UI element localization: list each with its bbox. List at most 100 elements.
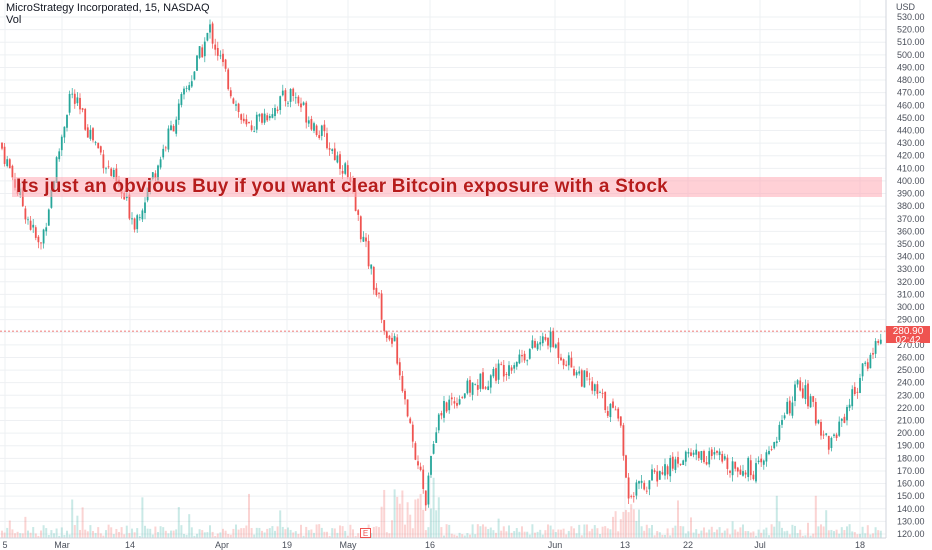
candle-body — [560, 357, 562, 361]
candle-body — [612, 401, 614, 408]
volume-bar — [710, 526, 713, 538]
candle-body — [812, 396, 815, 402]
candle-body — [261, 113, 263, 123]
candle-body — [50, 189, 53, 208]
volume-bar — [73, 525, 76, 538]
candle-body — [588, 378, 591, 380]
chart-title: MicroStrategy Incorporated, 15, NASDAQ — [6, 2, 210, 14]
volume-bar — [40, 530, 42, 538]
candle-body — [508, 365, 510, 376]
candle-body — [279, 96, 282, 110]
volume-bar — [159, 526, 162, 538]
candle-body — [372, 266, 375, 290]
candle-body — [840, 418, 843, 421]
candle-body — [502, 364, 505, 377]
candle-body — [266, 115, 269, 121]
candle-body — [617, 408, 620, 419]
annotation-text[interactable]: Its just an obvious Buy if you want clea… — [16, 176, 668, 197]
volume-bar — [125, 525, 128, 538]
candle-body — [250, 125, 253, 130]
volume-bar — [328, 535, 331, 538]
candle-body — [393, 336, 396, 342]
volume-bar — [606, 528, 609, 538]
candle-body — [229, 90, 232, 97]
volume-bar — [534, 532, 536, 538]
candle-body — [505, 373, 508, 375]
volume-bar — [396, 496, 399, 538]
volume-bar — [700, 530, 703, 538]
candle-body — [580, 370, 583, 387]
candle-body — [136, 215, 139, 230]
volume-bar — [66, 530, 68, 538]
volume-bar — [471, 524, 474, 538]
candle-body — [500, 363, 503, 365]
volume-bar — [167, 533, 170, 538]
bar-countdown: 02:42 — [895, 335, 921, 346]
volume-bar — [315, 524, 318, 538]
candle-body — [292, 88, 295, 97]
volume-bar — [34, 533, 37, 538]
candle-body — [752, 474, 755, 480]
volume-bar — [118, 531, 120, 538]
volume-bar — [669, 535, 672, 538]
candle-body — [489, 375, 492, 388]
volume-bar — [747, 531, 750, 538]
candle-body — [682, 460, 685, 465]
volume-bar — [690, 517, 692, 538]
y-tick-label: 460.00 — [897, 100, 925, 110]
y-tick-label: 290.00 — [897, 315, 925, 325]
candle-body — [591, 381, 594, 391]
candle-body — [32, 224, 35, 228]
volume-bar — [716, 529, 718, 538]
candle-body — [453, 401, 456, 404]
candle-body — [729, 470, 731, 473]
volume-bar — [378, 527, 380, 538]
earnings-event-marker[interactable]: E — [360, 528, 371, 538]
volume-bar — [521, 526, 523, 538]
volume-bar — [661, 534, 664, 538]
volume-bar — [775, 495, 778, 538]
x-tick-label: 19 — [282, 540, 292, 550]
volume-bar — [560, 529, 562, 538]
candle-body — [357, 210, 360, 215]
candle-body — [128, 194, 131, 219]
candle-body — [73, 93, 76, 104]
candle-body — [294, 97, 297, 99]
volume-bar — [809, 535, 812, 538]
candle-body — [141, 210, 144, 220]
y-tick-label: 360.00 — [897, 226, 925, 236]
candle-body — [804, 385, 807, 400]
candle-body — [276, 109, 279, 111]
chart-grid — [0, 0, 886, 538]
candle-body — [846, 406, 848, 421]
x-tick-label: 14 — [125, 540, 135, 550]
candle-body — [549, 331, 552, 348]
candle-body — [359, 216, 362, 240]
volume-bar — [440, 527, 443, 538]
volume-bar — [92, 530, 94, 538]
candle-body — [825, 433, 828, 435]
candle-body — [593, 384, 596, 392]
x-tick-label: 13 — [620, 540, 630, 550]
volume-bar — [552, 529, 555, 538]
volume-bar — [219, 532, 222, 538]
volume-bar — [755, 535, 757, 538]
candle-body — [162, 148, 165, 158]
candle-body — [450, 397, 453, 400]
candle-body — [541, 336, 544, 344]
candle-body — [331, 149, 334, 151]
volume-bar — [651, 525, 653, 538]
volume-bar — [193, 535, 196, 538]
volume-bar — [68, 534, 71, 538]
candle-body — [79, 97, 81, 110]
volume-bar — [203, 532, 206, 538]
y-tick-label: 530.00 — [897, 12, 925, 22]
volume-bar — [409, 514, 412, 538]
volume-bar — [102, 535, 105, 538]
volume-bar — [372, 526, 375, 538]
candle-body — [289, 89, 292, 102]
volume-bar — [664, 534, 666, 538]
volume-bar — [562, 528, 565, 538]
volume-bar — [326, 531, 328, 538]
